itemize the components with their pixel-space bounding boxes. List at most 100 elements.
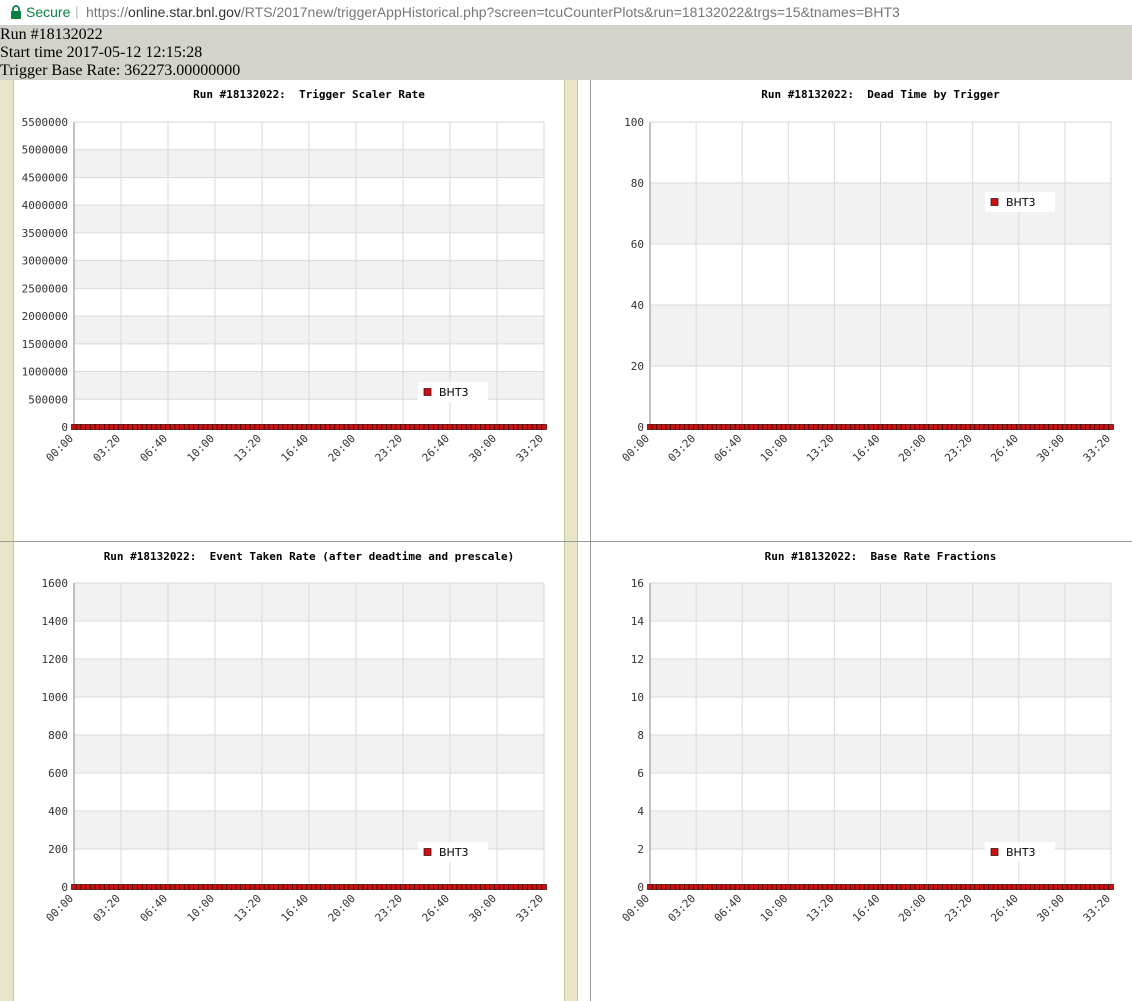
chart3-data-point (1020, 884, 1027, 890)
chart1-data-point (762, 424, 769, 430)
chart0-data-point (442, 424, 449, 430)
chart3-ytick-label: 4 (637, 805, 644, 818)
chart1-xtick-label: 16:40 (850, 432, 883, 465)
chart1-data-point (808, 424, 815, 430)
chart1-data-point (826, 424, 833, 430)
chart1-data-point (702, 424, 709, 430)
chart3-xtick-label: 20:00 (896, 892, 929, 925)
chart0-data-point (447, 424, 453, 430)
chart0-data-point (503, 424, 510, 430)
chart3-data-point (886, 884, 893, 890)
chart2-ytick-label: 800 (48, 729, 68, 742)
chart1-data-point (707, 424, 713, 430)
chart1-legend-box (985, 192, 1055, 212)
chart3-data-point (942, 884, 948, 890)
chart3-data-point (960, 884, 967, 890)
chart0-data-point (508, 424, 514, 430)
chart2-data-point (146, 884, 153, 890)
chart0-data-point (155, 424, 162, 430)
chart2-data-point (470, 884, 477, 890)
chart3-data-point (992, 884, 999, 890)
chart2-data-point (315, 884, 322, 890)
chart3-ytick-label: 2 (637, 843, 644, 856)
chart3-data-point (794, 884, 801, 890)
chart1-data-point (1075, 424, 1082, 430)
chart3-data-point (748, 884, 755, 890)
browser-address-bar[interactable]: Secure | https://online.star.bnl.gov/RTS… (0, 0, 1132, 26)
chart1-data-point (942, 424, 948, 430)
chart0-data-point (108, 424, 115, 430)
chart2-data-point (174, 884, 181, 890)
chart3-data-point (951, 884, 958, 890)
chart3-data-point (647, 884, 653, 890)
chart3-data-point (1015, 884, 1022, 890)
chart2-data-point (409, 884, 416, 890)
chart0-data-point (348, 424, 355, 430)
chart3-data-point (1098, 884, 1105, 890)
chart2-data-point (484, 884, 491, 890)
chart0-data-point (245, 424, 251, 430)
chart3-data-point (905, 884, 912, 890)
chart3-data-point (854, 884, 861, 890)
chart1-xtick-label: 06:40 (712, 432, 745, 465)
chart3-data-point (743, 884, 750, 890)
chart0-data-point (536, 424, 543, 430)
chart1-data-point (859, 424, 865, 430)
chart1-data-point (651, 424, 658, 430)
chart1-data-point (725, 424, 732, 430)
chart2-xtick-label: 26:40 (420, 892, 453, 925)
chart0-data-point (320, 424, 326, 430)
chart1-data-point (992, 424, 999, 430)
chart1-data-point (979, 424, 985, 430)
chart1-data-point (1098, 424, 1105, 430)
chart2-data-point (75, 884, 82, 890)
chart2-ytick-label: 1600 (42, 577, 69, 590)
url-text[interactable]: https://online.star.bnl.gov/RTS/2017new/… (86, 4, 900, 20)
chart1-data-point (1103, 424, 1110, 430)
chart2-data-point (155, 884, 162, 890)
chart0-data-point (277, 424, 284, 430)
chart0-data-point (494, 424, 500, 430)
chart2-data-point (160, 884, 167, 890)
chart2-data-point (517, 884, 524, 890)
chart0-xtick-label: 30:00 (467, 432, 500, 465)
chart3-data-point (1057, 884, 1064, 890)
chart2-data-point (268, 884, 275, 890)
chart0-ytick-label: 3000000 (22, 255, 68, 268)
chart1-data-point (1066, 424, 1073, 430)
chart1-title: Run #18132022: Dead Time by Trigger (761, 88, 1000, 101)
chart3-data-point (803, 884, 810, 890)
chart3-data-point (822, 884, 829, 890)
left-frame-border (0, 80, 14, 1001)
chart0-data-point (71, 424, 77, 430)
chart1-ytick-label: 40 (631, 299, 644, 312)
chart0-data-point (301, 424, 308, 430)
chart0-legend-swatch (423, 388, 432, 396)
chart3-data-point (1025, 884, 1031, 890)
chart1-data-point (919, 424, 925, 430)
chart3-data-point (974, 884, 981, 890)
chart0-data-point (517, 424, 524, 430)
chart3-data-point (826, 884, 833, 890)
chart2-data-point (136, 884, 143, 890)
chart0-ytick-label: 4000000 (22, 199, 68, 212)
chart1-data-point (845, 424, 852, 430)
chart1-data-point (909, 424, 916, 430)
chart2-ytick-label: 600 (48, 767, 68, 780)
chart0-data-point (179, 424, 185, 430)
chart0-data-point (80, 424, 87, 430)
chart2-data-point (169, 884, 176, 890)
chart3-data-point (665, 884, 672, 890)
chart1-data-point (734, 424, 741, 430)
chart3-data-point (928, 884, 935, 890)
chart1-data-point (822, 424, 829, 430)
chart3-data-point (1029, 884, 1036, 890)
chart1-data-point (1048, 424, 1054, 430)
chart2-data-point (108, 884, 115, 890)
chart0-data-point (423, 424, 430, 430)
chart0-data-point (292, 424, 298, 430)
chart3-legend-label: BHT3 (1006, 846, 1036, 859)
chart3-data-point (1089, 884, 1096, 890)
chart2-data-point (324, 884, 331, 890)
chart3-data-point (919, 884, 925, 890)
